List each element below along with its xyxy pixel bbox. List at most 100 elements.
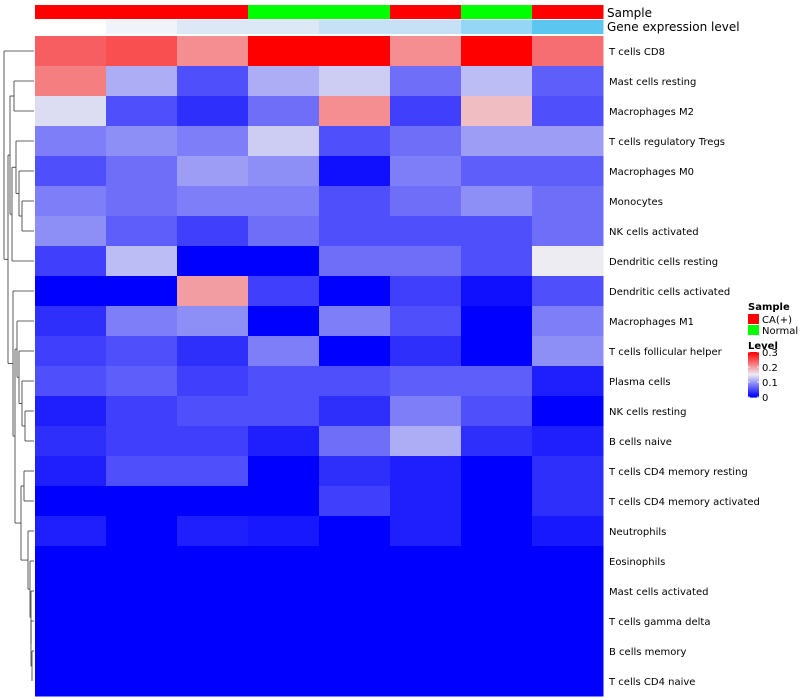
heatmap-cell xyxy=(177,306,249,337)
row-label: Neutrophils xyxy=(609,527,666,538)
heatmap-cell xyxy=(532,666,604,697)
legend-level-title: Level xyxy=(748,341,778,352)
legend-sample-label: CA(+) xyxy=(762,315,792,326)
heatmap-cell xyxy=(106,486,178,517)
legend-sample-swatch xyxy=(748,325,759,335)
heatmap-cell xyxy=(177,96,249,127)
legend-level-gradient-step xyxy=(748,381,759,383)
heatmap-cell xyxy=(35,126,107,157)
heatmap-cell xyxy=(106,306,178,337)
heatmap-cell xyxy=(106,636,178,667)
legend-level-tick-label: 0 xyxy=(762,393,768,404)
heatmap-cell xyxy=(106,336,178,367)
gene-expression-annotation-cell xyxy=(177,20,249,34)
legend-sample-swatch xyxy=(748,314,759,324)
legend-level-gradient-step xyxy=(748,370,759,372)
heatmap-cell xyxy=(532,516,604,547)
legend-level-gradient-step xyxy=(748,371,759,373)
heatmap-cell xyxy=(35,216,107,247)
heatmap-cell xyxy=(319,516,391,547)
heatmap-cell xyxy=(248,306,320,337)
heatmap-cell xyxy=(390,366,462,397)
heatmap-cell xyxy=(106,546,178,577)
heatmap-cell xyxy=(532,246,604,277)
heatmap-cell xyxy=(177,246,249,277)
legend-sample-label: Normal xyxy=(762,326,798,337)
heatmap-cell xyxy=(532,216,604,247)
heatmap-cell xyxy=(106,516,178,547)
heatmap-cell xyxy=(35,66,107,97)
sample-annotation-label: Sample xyxy=(607,6,652,20)
heatmap-cell xyxy=(390,306,462,337)
heatmap-cell xyxy=(248,366,320,397)
heatmap-cell xyxy=(461,66,533,97)
heatmap-cell xyxy=(177,516,249,547)
heatmap-cell xyxy=(319,186,391,217)
heatmap-cell xyxy=(177,456,249,487)
heatmap-cell xyxy=(248,156,320,187)
heatmap-cell xyxy=(248,636,320,667)
heatmap-cell xyxy=(177,276,249,307)
heatmap-cell xyxy=(532,126,604,157)
heatmap-cell xyxy=(35,156,107,187)
legend-level-gradient-step xyxy=(748,368,759,370)
heatmap-cell xyxy=(35,276,107,307)
heatmap-cell xyxy=(106,426,178,457)
heatmap-cell xyxy=(177,186,249,217)
heatmap-cell xyxy=(390,456,462,487)
heatmap-cell xyxy=(35,456,107,487)
legend-level-gradient-step xyxy=(748,378,759,380)
heatmap-cell xyxy=(248,186,320,217)
legend-level-gradient-step xyxy=(748,359,759,361)
heatmap-cell xyxy=(390,666,462,697)
heatmap-cell xyxy=(319,576,391,607)
heatmap-cell xyxy=(461,156,533,187)
sample-annotation-cell xyxy=(248,5,320,19)
gene-expression-annotation-cell xyxy=(390,20,462,34)
heatmap-cell xyxy=(248,36,320,67)
legend-level-gradient-step xyxy=(748,377,759,379)
heatmap-cell xyxy=(461,216,533,247)
heatmap-cell xyxy=(532,426,604,457)
heatmap-cell xyxy=(461,246,533,277)
heatmap-cell xyxy=(390,186,462,217)
heatmap-cell xyxy=(390,636,462,667)
heatmap-cell xyxy=(319,606,391,637)
row-label: Dendritic cells activated xyxy=(609,287,730,298)
row-label: T cells regulatory Tregs xyxy=(608,137,725,148)
heatmap-cell xyxy=(177,366,249,397)
heatmap-cell xyxy=(248,66,320,97)
heatmap-cell xyxy=(461,426,533,457)
legend-level-gradient-step xyxy=(748,387,759,389)
heatmap-cell xyxy=(177,156,249,187)
heatmap-cell xyxy=(390,66,462,97)
row-label: Monocytes xyxy=(609,197,663,208)
heatmap-cell xyxy=(248,516,320,547)
legend-level-gradient-step xyxy=(748,395,759,397)
heatmap-cell xyxy=(177,396,249,427)
heatmap-cell xyxy=(461,456,533,487)
row-label: B cells memory xyxy=(609,647,686,658)
legend-level-gradient-step xyxy=(748,383,759,385)
legend-level-gradient-step xyxy=(748,353,759,355)
legend-level-gradient-step xyxy=(748,374,759,376)
heatmap-cell xyxy=(461,366,533,397)
heatmap-cell xyxy=(35,606,107,637)
heatmap-cell xyxy=(532,96,604,127)
legend-level-gradient-step xyxy=(748,365,759,367)
legend-level-gradient-step xyxy=(748,396,759,398)
heatmap-cell xyxy=(35,666,107,697)
heatmap-cell xyxy=(461,276,533,307)
heatmap-cell xyxy=(106,36,178,67)
heatmap-cell xyxy=(390,546,462,577)
heatmap-cell xyxy=(390,606,462,637)
heatmap-cell xyxy=(248,486,320,517)
heatmap-cell xyxy=(177,216,249,247)
heatmap-cell xyxy=(319,246,391,277)
heatmap-cell xyxy=(248,96,320,127)
row-label: T cells gamma delta xyxy=(608,617,710,628)
heatmap-cell xyxy=(461,636,533,667)
heatmap-cell xyxy=(319,546,391,577)
row-label: B cells naive xyxy=(609,437,672,448)
